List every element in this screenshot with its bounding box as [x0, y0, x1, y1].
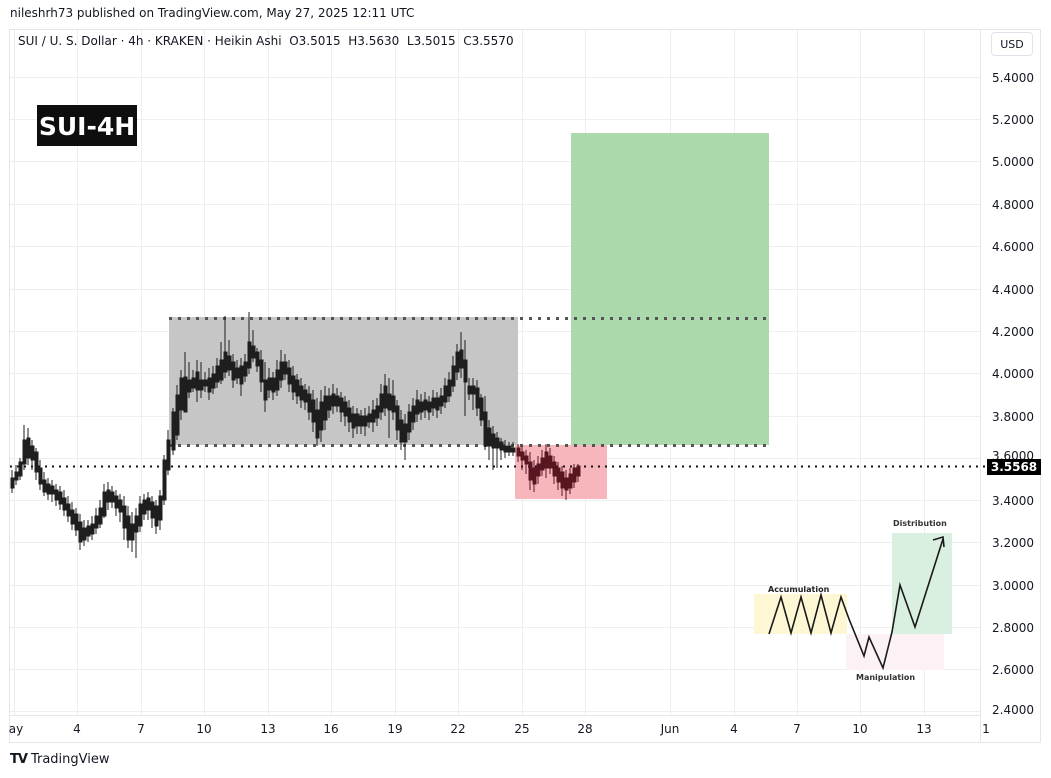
chart-label-box	[37, 105, 137, 146]
accumulation-label: Accumulation	[768, 585, 830, 594]
svg-text:10: 10	[196, 722, 211, 736]
svg-text:4: 4	[73, 722, 81, 736]
symbol-legend: SUI / U. S. Dollar · 4h · KRAKEN · Heiki…	[18, 34, 514, 48]
tradingview-logo-icon: TV	[10, 752, 28, 767]
svg-text:7: 7	[137, 722, 145, 736]
svg-text:5.4000: 5.4000	[992, 71, 1034, 85]
candles-in-stop-zone	[516, 444, 581, 500]
svg-text:25: 25	[514, 722, 529, 736]
candles	[10, 312, 516, 558]
svg-text:1: 1	[982, 722, 990, 736]
svg-text:2.8000: 2.8000	[992, 621, 1034, 635]
svg-text:4.0000: 4.0000	[992, 367, 1034, 381]
manipulation-label: Manipulation	[856, 673, 915, 682]
svg-text:5.2000: 5.2000	[992, 113, 1034, 127]
svg-text:13: 13	[260, 722, 275, 736]
svg-text:5.0000: 5.0000	[992, 155, 1034, 169]
svg-text:4.8000: 4.8000	[992, 198, 1034, 212]
published-line: nileshrh73 published on TradingView.com,…	[10, 6, 415, 20]
svg-text:ay: ay	[9, 722, 23, 736]
svg-text:10: 10	[852, 722, 867, 736]
footer-brand[interactable]: TV TradingView	[10, 752, 109, 767]
svg-text:Jun: Jun	[660, 722, 680, 736]
svg-text:3.4000: 3.4000	[992, 494, 1034, 508]
svg-text:3.2000: 3.2000	[992, 536, 1034, 550]
current-price-label: 3.5568	[987, 459, 1041, 475]
svg-text:4.4000: 4.4000	[992, 283, 1034, 297]
brand-name: TradingView	[30, 752, 110, 767]
svg-text:28: 28	[577, 722, 592, 736]
svg-text:3.0000: 3.0000	[992, 579, 1034, 593]
svg-text:22: 22	[450, 722, 465, 736]
x-axis: ay 4 7 10 13 16 19 22 25 28 Jun 4 7 10 1…	[9, 722, 990, 736]
y-axis: 5.4000 5.2000 5.0000 4.8000 4.6000 4.400…	[992, 71, 1034, 717]
consolidation-range-box[interactable]	[169, 317, 518, 445]
chart-frame	[9, 29, 1041, 743]
svg-text:19: 19	[387, 722, 402, 736]
distribution-label: Distribution	[893, 519, 947, 528]
currency-button[interactable]: USD	[991, 32, 1033, 56]
chart-label: SUI-4H	[39, 112, 135, 141]
svg-text:4.6000: 4.6000	[992, 240, 1034, 254]
svg-text:2.4000: 2.4000	[992, 703, 1034, 717]
svg-text:3.8000: 3.8000	[992, 410, 1034, 424]
svg-text:2.6000: 2.6000	[992, 663, 1034, 677]
svg-text:4.2000: 4.2000	[992, 325, 1034, 339]
svg-text:7: 7	[793, 722, 801, 736]
svg-text:4: 4	[730, 722, 738, 736]
amd-diagram: Accumulation Manipulation Distribution	[754, 519, 952, 682]
target-zone-box[interactable]	[571, 133, 769, 445]
svg-text:16: 16	[323, 722, 338, 736]
svg-text:13: 13	[916, 722, 931, 736]
